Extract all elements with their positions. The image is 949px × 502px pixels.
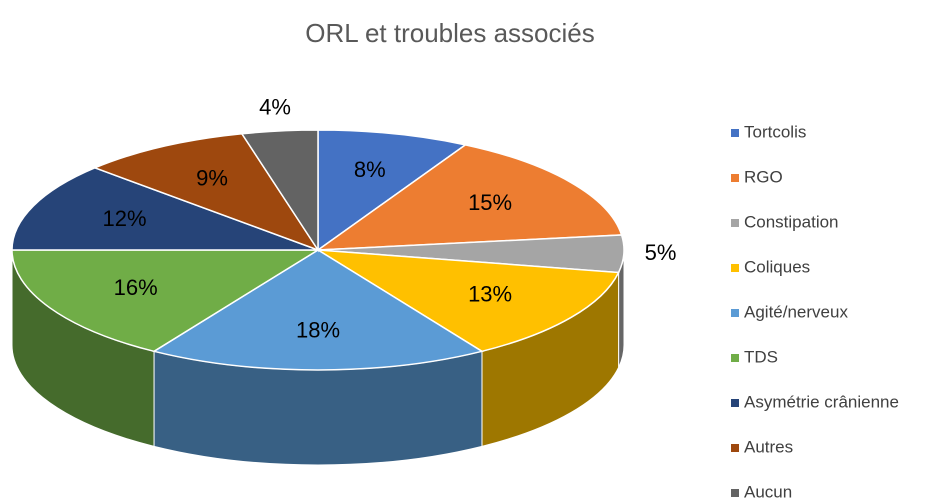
legend-swatch	[731, 264, 739, 272]
legend-label: Autres	[744, 437, 793, 456]
legend-label: Agité/nerveux	[744, 302, 848, 321]
pie-slice	[11, 167, 319, 251]
legend-swatch	[731, 219, 739, 227]
legend-swatch	[731, 489, 739, 497]
pie-slice	[317, 249, 620, 353]
data-label: 8%	[354, 157, 386, 182]
legend-label: Constipation	[744, 212, 839, 231]
legend-swatch	[731, 354, 739, 362]
data-label: 18%	[296, 317, 340, 342]
data-label: 16%	[114, 275, 158, 300]
legend-label: Coliques	[744, 257, 810, 276]
data-label: 13%	[468, 282, 512, 307]
legend-label: Tortcolis	[744, 122, 806, 141]
legend-label: RGO	[744, 167, 783, 186]
data-label: 4%	[259, 94, 291, 119]
data-label: 9%	[196, 166, 228, 191]
legend-label: Aucun	[744, 482, 792, 501]
legend-label: Asymétrie crânienne	[744, 392, 899, 411]
pie-slice	[315, 144, 623, 251]
pie-slice	[152, 249, 484, 371]
pie-slice	[317, 129, 468, 252]
pie-slice	[240, 129, 319, 253]
legend-swatch	[731, 309, 739, 317]
legend-label: TDS	[744, 347, 778, 366]
legend-swatch	[731, 129, 739, 137]
legend-swatch	[731, 444, 739, 452]
data-label: 12%	[103, 206, 147, 231]
pie-slice	[11, 249, 321, 353]
pie-slice	[92, 132, 320, 252]
data-label: 15%	[468, 190, 512, 215]
legend-swatch	[731, 399, 739, 407]
chart-title: ORL et troubles associés	[305, 18, 595, 48]
data-label: 5%	[645, 240, 677, 265]
legend-swatch	[731, 174, 739, 182]
